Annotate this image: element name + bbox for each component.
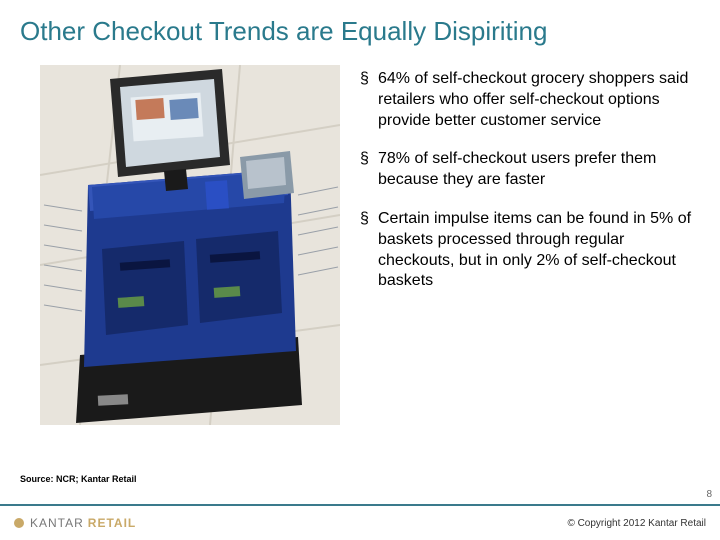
brand-text-retail: RETAIL [88, 516, 136, 530]
bullets-column: 64% of self-checkout grocery shoppers sa… [360, 65, 700, 430]
brand-logo: KANTAR RETAIL [14, 516, 136, 530]
self-checkout-kiosk-image [40, 65, 340, 425]
page-number: 8 [706, 489, 712, 500]
brand-text-kantar: KANTAR [30, 516, 84, 530]
bullet-item: Certain impulse items can be found in 5%… [360, 209, 700, 292]
source-citation: Source: NCR; Kantar Retail [20, 474, 137, 484]
footer: KANTAR RETAIL © Copyright 2012 Kantar Re… [0, 504, 720, 540]
bullet-item: 64% of self-checkout grocery shoppers sa… [360, 69, 700, 131]
copyright-text: © Copyright 2012 Kantar Retail [567, 518, 706, 529]
image-column [40, 65, 340, 430]
bullet-item: 78% of self-checkout users prefer them b… [360, 149, 700, 191]
content-area: 64% of self-checkout grocery shoppers sa… [0, 55, 720, 430]
brand-dot-icon [14, 518, 24, 528]
slide-title: Other Checkout Trends are Equally Dispir… [0, 0, 720, 55]
